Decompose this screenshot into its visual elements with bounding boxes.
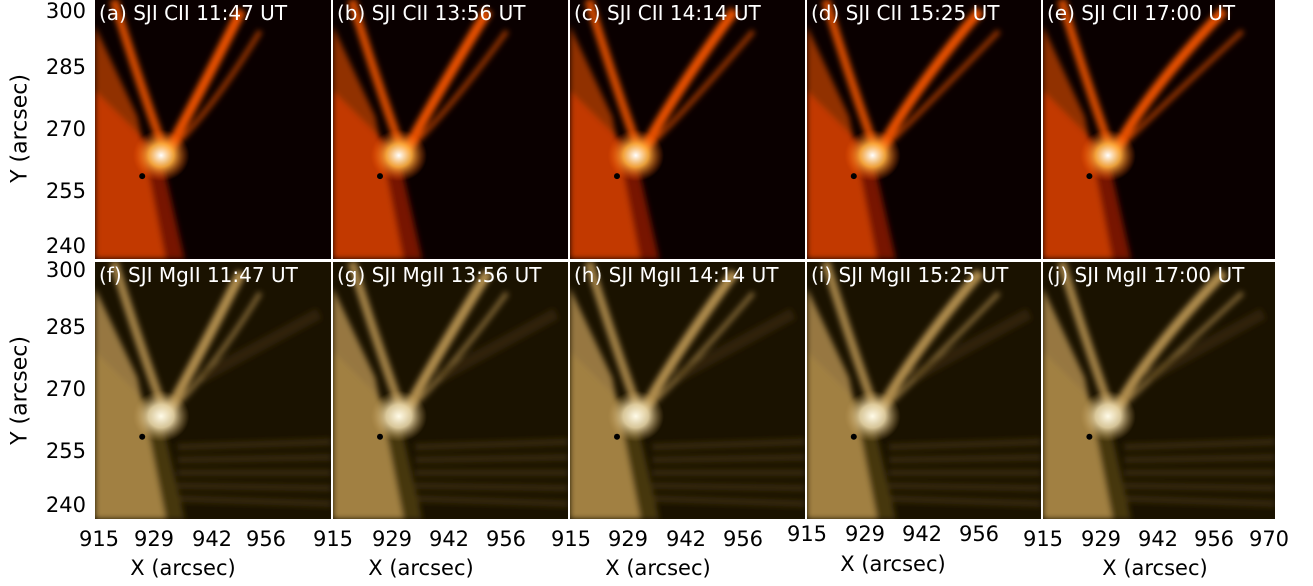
dark-spot bbox=[850, 173, 857, 180]
y-axis-label: Y (arcsec) bbox=[7, 336, 33, 445]
x-tick-label: 956 bbox=[958, 522, 1000, 546]
jet-footpoint bbox=[1080, 129, 1136, 182]
x-axis-label: X (arcsec) bbox=[605, 556, 711, 580]
panel-image bbox=[1043, 0, 1275, 259]
y-tick-label: 270 bbox=[45, 377, 86, 401]
dark-spot bbox=[614, 173, 620, 180]
x-axis-label: X (arcsec) bbox=[840, 552, 946, 576]
panel-label: (f) SJI MgII 11:47 UT bbox=[99, 263, 298, 287]
jet-footpoint bbox=[132, 390, 190, 442]
x-tick-label: 929 bbox=[133, 527, 175, 551]
jet-footpoint bbox=[1080, 390, 1136, 442]
jet-footpoint bbox=[844, 129, 901, 182]
x-tick-label: 915 bbox=[786, 522, 828, 546]
y-tick-label: 255 bbox=[45, 439, 86, 463]
x-axis-label: X (arcsec) bbox=[368, 556, 474, 580]
dark-spot bbox=[1086, 173, 1093, 180]
x-tick-label: 929 bbox=[371, 527, 413, 551]
x-axis-label: X (arcsec) bbox=[1102, 556, 1208, 580]
panel-c: (c) SJI CII 14:14 UT bbox=[570, 0, 805, 259]
panel-image bbox=[333, 0, 568, 259]
panel-label: (a) SJI CII 11:47 UT bbox=[99, 1, 288, 25]
x-tick-label: 970 bbox=[1248, 527, 1290, 551]
panel-image bbox=[1043, 262, 1275, 519]
panel-b: (b) SJI CII 13:56 UT bbox=[333, 0, 568, 259]
panel-label: (i) SJI MgII 15:25 UT bbox=[811, 263, 1009, 287]
x-tick-label: 956 bbox=[1193, 527, 1235, 551]
jet-footpoint bbox=[132, 129, 190, 182]
x-tick-label: 956 bbox=[722, 527, 764, 551]
x-tick-label: 915 bbox=[312, 527, 354, 551]
dark-spot bbox=[377, 173, 383, 180]
jet-footpoint bbox=[607, 390, 664, 442]
panel-i: (i) SJI MgII 15:25 UT bbox=[807, 262, 1041, 519]
panel-label: (d) SJI CII 15:25 UT bbox=[811, 1, 1000, 25]
x-tick-label: 942 bbox=[665, 527, 707, 551]
panel-image bbox=[333, 262, 568, 519]
panel-label: (h) SJI MgII 14:14 UT bbox=[574, 263, 779, 287]
y-tick-label: 285 bbox=[45, 315, 86, 339]
jet-footpoint bbox=[844, 390, 901, 442]
x-tick-label: 915 bbox=[78, 527, 120, 551]
x-tick-label: 929 bbox=[844, 522, 886, 546]
jet-footpoint bbox=[370, 390, 427, 442]
x-tick-label: 915 bbox=[550, 527, 592, 551]
x-tick-label: 956 bbox=[245, 527, 287, 551]
panel-j: (j) SJI MgII 17:00 UT bbox=[1043, 262, 1275, 519]
x-tick-label: 942 bbox=[1137, 527, 1179, 551]
dark-spot bbox=[139, 433, 146, 440]
panel-h: (h) SJI MgII 14:14 UT bbox=[570, 262, 805, 519]
y-tick-label: 300 bbox=[45, 258, 86, 282]
y-tick-label: 300 bbox=[45, 0, 86, 23]
panel-image bbox=[570, 0, 805, 259]
x-tick-label: 942 bbox=[428, 527, 470, 551]
panel-image bbox=[807, 262, 1041, 519]
jet-footpoint bbox=[370, 129, 427, 182]
y-tick-label: 255 bbox=[45, 179, 86, 203]
panel-image bbox=[570, 262, 805, 519]
panel-g: (g) SJI MgII 13:56 UT bbox=[333, 262, 568, 519]
x-tick-label: 929 bbox=[607, 527, 649, 551]
y-axis-label: Y (arcsec) bbox=[7, 74, 33, 183]
dark-spot bbox=[377, 433, 383, 440]
panel-image bbox=[807, 0, 1041, 259]
y-tick-label: 240 bbox=[45, 234, 86, 258]
panel-image bbox=[95, 262, 331, 519]
y-tick-label: 240 bbox=[45, 493, 86, 517]
y-tick-label: 285 bbox=[45, 55, 86, 79]
panel-label: (g) SJI MgII 13:56 UT bbox=[337, 263, 542, 287]
panel-image bbox=[95, 0, 331, 259]
x-tick-label: 915 bbox=[1022, 527, 1064, 551]
x-tick-label: 956 bbox=[485, 527, 527, 551]
panel-label: (c) SJI CII 14:14 UT bbox=[574, 1, 761, 25]
x-tick-label: 929 bbox=[1080, 527, 1122, 551]
panel-e: (e) SJI CII 17:00 UT bbox=[1043, 0, 1275, 259]
panel-f: (f) SJI MgII 11:47 UT bbox=[95, 262, 331, 519]
dark-spot bbox=[614, 433, 620, 440]
dark-spot bbox=[1086, 433, 1093, 440]
x-axis-label: X (arcsec) bbox=[130, 556, 236, 580]
dark-spot bbox=[850, 433, 857, 440]
panel-label: (j) SJI MgII 17:00 UT bbox=[1047, 263, 1245, 287]
panel-a: (a) SJI CII 11:47 UT bbox=[95, 0, 331, 259]
jet-footpoint bbox=[607, 129, 664, 182]
y-tick-label: 270 bbox=[45, 117, 86, 141]
dark-spot bbox=[139, 173, 146, 180]
panel-label: (b) SJI CII 13:56 UT bbox=[337, 1, 526, 25]
panel-label: (e) SJI CII 17:00 UT bbox=[1047, 1, 1236, 25]
panel-d: (d) SJI CII 15:25 UT bbox=[807, 0, 1041, 259]
x-tick-label: 942 bbox=[901, 522, 943, 546]
x-tick-label: 942 bbox=[191, 527, 233, 551]
